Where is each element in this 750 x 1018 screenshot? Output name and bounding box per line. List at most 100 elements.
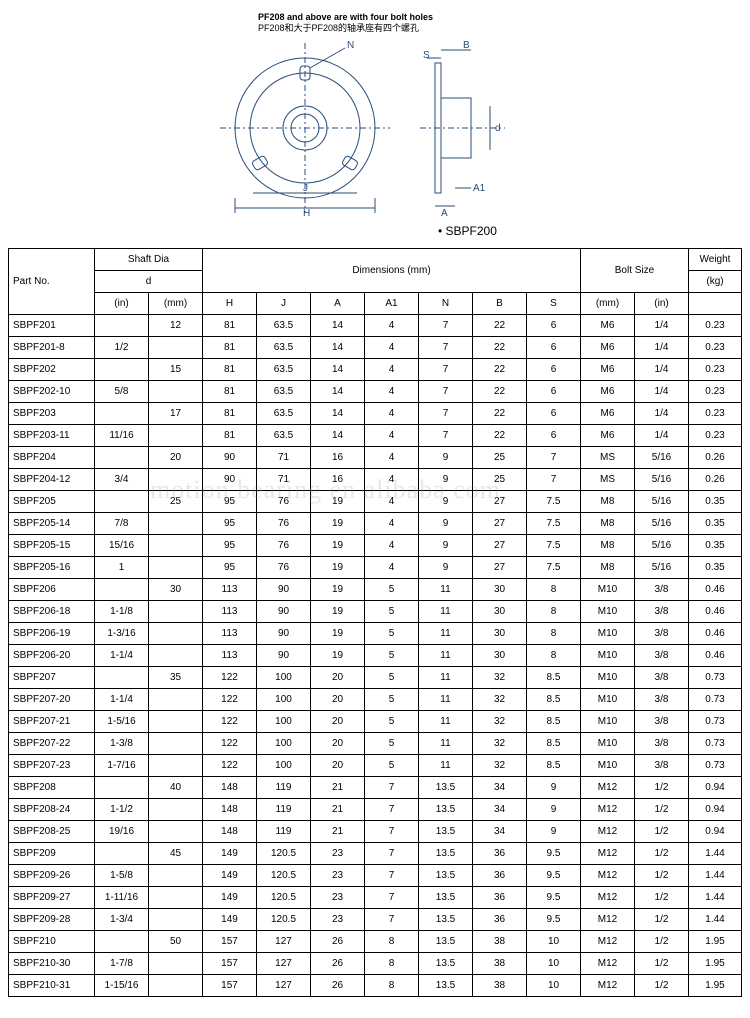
table-cell: 100 [257, 667, 311, 689]
table-cell: 0.46 [689, 601, 742, 623]
table-cell: 5 [365, 601, 419, 623]
table-cell: M6 [581, 381, 635, 403]
table-cell: 7 [365, 843, 419, 865]
table-cell [149, 337, 203, 359]
table-cell: 81 [203, 315, 257, 337]
table-cell: 9 [419, 469, 473, 491]
table-cell: SBPF203-11 [9, 425, 95, 447]
table-cell: M10 [581, 667, 635, 689]
table-cell: 7/8 [95, 513, 149, 535]
table-cell: 1-3/8 [95, 733, 149, 755]
table-cell: 5/8 [95, 381, 149, 403]
header-d: d [95, 271, 203, 293]
table-cell: 4 [365, 491, 419, 513]
table-cell: 100 [257, 733, 311, 755]
table-cell: 120.5 [257, 909, 311, 931]
table-cell: 5/16 [635, 491, 689, 513]
table-cell: 8.5 [527, 755, 581, 777]
table-cell: 76 [257, 513, 311, 535]
table-cell: 7 [419, 425, 473, 447]
table-cell: 81 [203, 337, 257, 359]
table-cell: 100 [257, 755, 311, 777]
table-cell: 21 [311, 799, 365, 821]
table-cell: 30 [473, 645, 527, 667]
table-cell: 1-7/16 [95, 755, 149, 777]
table-cell: 7 [419, 337, 473, 359]
table-cell: SBPF209-26 [9, 865, 95, 887]
header-bolt-mm: (mm) [581, 293, 635, 315]
table-cell: 4 [365, 557, 419, 579]
table-row: SBPF201-81/28163.51447226M61/40.23 [9, 337, 742, 359]
table-cell: SBPF205-14 [9, 513, 95, 535]
table-row: SBPF206-191-3/161139019511308M103/80.46 [9, 623, 742, 645]
table-cell: 25 [473, 447, 527, 469]
table-cell: 13.5 [419, 777, 473, 799]
table-cell: 27 [473, 513, 527, 535]
table-cell: 7 [419, 403, 473, 425]
table-cell: 120.5 [257, 887, 311, 909]
table-cell: 10 [527, 953, 581, 975]
table-cell: 63.5 [257, 359, 311, 381]
table-cell: 14 [311, 403, 365, 425]
table-cell: 23 [311, 909, 365, 931]
table-cell: SBPF210 [9, 931, 95, 953]
table-cell: 5 [365, 623, 419, 645]
header-A: A [311, 293, 365, 315]
table-cell: 6 [527, 337, 581, 359]
table-cell: MS [581, 447, 635, 469]
table-cell: 148 [203, 777, 257, 799]
table-cell: 26 [311, 931, 365, 953]
table-cell: 5 [365, 579, 419, 601]
table-cell [95, 491, 149, 513]
table-cell: 13.5 [419, 865, 473, 887]
table-cell: 19 [311, 601, 365, 623]
table-cell: 11 [419, 579, 473, 601]
table-cell: 8 [365, 931, 419, 953]
table-cell: 5 [365, 645, 419, 667]
table-cell: 20 [311, 711, 365, 733]
header-N: N [419, 293, 473, 315]
table-cell: M10 [581, 645, 635, 667]
table-cell: 63.5 [257, 425, 311, 447]
table-row: SBPF203-1111/168163.51447226M61/40.23 [9, 425, 742, 447]
table-cell: 7 [419, 359, 473, 381]
table-cell: 1/2 [635, 777, 689, 799]
table-row: SBPF2084014811921713.5349M121/20.94 [9, 777, 742, 799]
table-cell: M12 [581, 799, 635, 821]
table-row: SBPF210-311-15/1615712726813.53810M121/2… [9, 975, 742, 997]
table-cell [95, 777, 149, 799]
table-cell: 30 [149, 579, 203, 601]
table-cell: 14 [311, 337, 365, 359]
table-cell: 157 [203, 931, 257, 953]
table-cell: 1/4 [635, 425, 689, 447]
table-cell: M10 [581, 579, 635, 601]
table-cell: 20 [311, 689, 365, 711]
table-cell: 1-7/8 [95, 953, 149, 975]
table-cell: 3/8 [635, 601, 689, 623]
table-cell: SBPF208-25 [9, 821, 95, 843]
table-cell: 122 [203, 667, 257, 689]
table-cell: 30 [473, 579, 527, 601]
table-cell: 0.35 [689, 557, 742, 579]
dim-H: H [303, 208, 310, 218]
table-cell: 1/2 [635, 931, 689, 953]
table-cell: 1/4 [635, 381, 689, 403]
table-cell: 122 [203, 755, 257, 777]
table-row: SBPF203178163.51447226M61/40.23 [9, 403, 742, 425]
dim-N: N [347, 40, 354, 51]
table-cell: 13.5 [419, 821, 473, 843]
table-cell: M8 [581, 535, 635, 557]
table-cell: M6 [581, 359, 635, 381]
table-cell: 34 [473, 799, 527, 821]
table-cell: 15 [149, 359, 203, 381]
table-cell: 27 [473, 557, 527, 579]
table-cell: 22 [473, 381, 527, 403]
table-cell: 0.73 [689, 689, 742, 711]
table-cell: 21 [311, 777, 365, 799]
table-cell: 81 [203, 359, 257, 381]
table-cell [95, 403, 149, 425]
table-cell: 149 [203, 887, 257, 909]
table-cell: 32 [473, 711, 527, 733]
table-cell: 4 [365, 469, 419, 491]
table-cell: 4 [365, 381, 419, 403]
